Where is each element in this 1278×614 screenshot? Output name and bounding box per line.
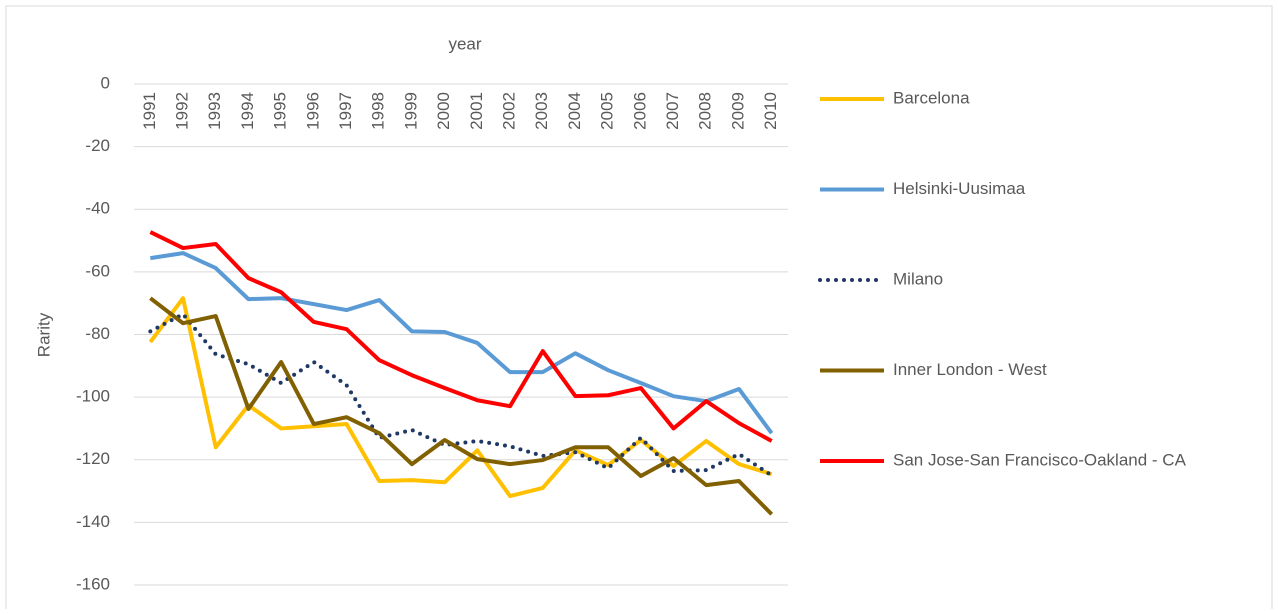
- series-line: [149, 296, 774, 516]
- x-tick-label: 2000: [434, 92, 453, 130]
- series-line: [149, 230, 773, 443]
- legend-label: Barcelona: [893, 88, 970, 107]
- x-tick-label: 1993: [205, 92, 224, 130]
- y-tick-label: -40: [85, 199, 110, 218]
- x-tick-label: 1998: [369, 92, 388, 130]
- y-tick-label: -140: [76, 512, 110, 531]
- x-tick-label: 2008: [696, 92, 715, 130]
- x-tick-label: 2010: [761, 92, 780, 130]
- chart-border: [5, 5, 1273, 614]
- x-tick-label: 1994: [238, 92, 257, 130]
- x-tick-label: 1991: [140, 92, 159, 130]
- x-tick-label: 2002: [500, 92, 519, 130]
- x-tick-label: 2005: [598, 92, 617, 130]
- y-tick-label: 0: [101, 73, 110, 92]
- y-tick-label: -20: [85, 136, 110, 155]
- x-tick-label: 1995: [271, 92, 290, 130]
- chart-title: year: [448, 34, 481, 53]
- legend-label: Helsinki-Uusimaa: [893, 179, 1026, 198]
- x-tick-label: 2003: [532, 92, 551, 130]
- x-tick-label: 2006: [630, 92, 649, 130]
- x-tick-label: 1992: [173, 92, 192, 130]
- x-tick-label: 2004: [565, 92, 584, 130]
- x-tick-label: 1999: [401, 92, 420, 130]
- series-line: [148, 312, 774, 478]
- legend-label: San Jose-San Francisco-Oakland - CA: [893, 450, 1187, 469]
- series-line: [150, 251, 774, 435]
- y-tick-label: -100: [76, 387, 110, 406]
- y-tick-label: -60: [85, 261, 110, 280]
- y-tick-label: -120: [76, 449, 110, 468]
- x-tick-label: 2007: [663, 92, 682, 130]
- y-tick-label: -160: [76, 574, 110, 593]
- legend-label: Inner London - West: [893, 360, 1047, 379]
- x-tick-label: 2001: [467, 92, 486, 130]
- y-tick-label: -80: [85, 324, 110, 343]
- x-tick-label: 1997: [336, 92, 355, 130]
- x-tick-label: 1996: [303, 92, 322, 130]
- legend-label: Milano: [893, 269, 943, 288]
- y-axis-label: Rarity: [34, 312, 53, 357]
- x-tick-label: 2009: [728, 92, 747, 130]
